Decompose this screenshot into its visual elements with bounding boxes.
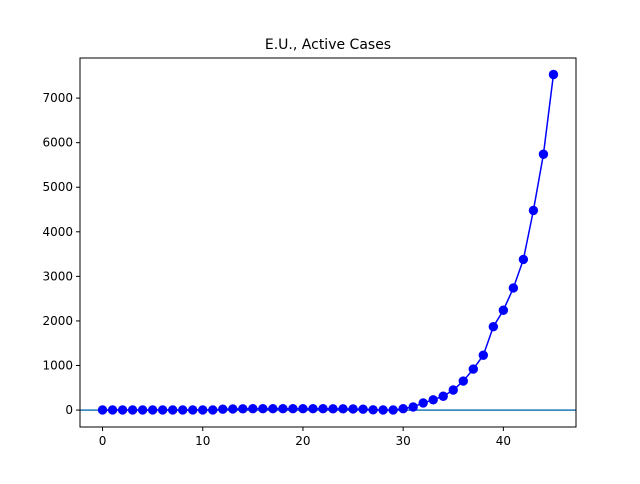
data-point bbox=[508, 283, 519, 293]
data-point bbox=[428, 395, 438, 405]
data-point bbox=[328, 404, 338, 414]
data-point bbox=[308, 404, 318, 414]
data-point bbox=[388, 405, 398, 415]
x-tick-label: 10 bbox=[195, 434, 210, 448]
data-point bbox=[117, 405, 128, 415]
data-point bbox=[97, 405, 108, 415]
y-tick-label: 6000 bbox=[42, 136, 73, 150]
data-point bbox=[438, 391, 448, 401]
y-tick-label: 4000 bbox=[42, 225, 73, 239]
data-point bbox=[198, 405, 208, 415]
data-point bbox=[368, 405, 378, 415]
data-point bbox=[528, 205, 539, 216]
data-point bbox=[538, 149, 549, 159]
data-point bbox=[338, 404, 348, 414]
x-tick-label: 30 bbox=[396, 434, 411, 448]
data-point bbox=[107, 405, 118, 415]
y-tick-label: 5000 bbox=[42, 180, 73, 194]
data-point bbox=[518, 254, 529, 265]
plot-frame bbox=[79, 57, 577, 428]
data-point bbox=[548, 69, 559, 80]
data-point bbox=[167, 405, 178, 415]
data-point bbox=[178, 405, 188, 415]
data-point bbox=[258, 404, 268, 414]
x-tick-label: 20 bbox=[295, 434, 310, 448]
y-tick-label: 1000 bbox=[42, 359, 73, 373]
data-point bbox=[157, 405, 168, 415]
data-point bbox=[228, 404, 238, 414]
data-point bbox=[378, 405, 388, 415]
data-point bbox=[498, 305, 509, 315]
data-point bbox=[418, 398, 428, 408]
data-point bbox=[278, 404, 288, 414]
data-point bbox=[137, 405, 148, 415]
data-point bbox=[358, 404, 368, 414]
data-point bbox=[398, 404, 408, 414]
data-point bbox=[127, 405, 138, 415]
data-point bbox=[408, 402, 418, 412]
data-point bbox=[218, 404, 228, 414]
chart-title: E.U., Active Cases bbox=[265, 37, 391, 53]
y-tick-label: 3000 bbox=[42, 269, 73, 283]
data-point bbox=[488, 322, 499, 332]
data-point bbox=[298, 404, 308, 414]
y-tick-label: 2000 bbox=[42, 314, 73, 328]
data-point bbox=[478, 350, 489, 360]
y-tick-label: 7000 bbox=[42, 91, 73, 105]
data-point bbox=[188, 405, 198, 415]
data-point bbox=[248, 404, 258, 414]
data-point bbox=[348, 404, 358, 414]
data-point bbox=[468, 364, 478, 374]
data-point bbox=[268, 404, 278, 414]
x-tick-label: 40 bbox=[496, 434, 511, 448]
data-point bbox=[448, 385, 458, 395]
data-point bbox=[238, 404, 248, 414]
x-tick-label: 0 bbox=[99, 434, 107, 448]
data-point bbox=[458, 376, 468, 386]
data-point bbox=[288, 404, 298, 414]
series-line bbox=[102, 74, 555, 411]
data-point bbox=[147, 405, 158, 415]
plot-area: 0 10 20 30 40 0 1000 2000 3000 4000 5000 6000 7000 bbox=[42, 57, 577, 448]
data-point bbox=[318, 404, 328, 414]
data-point bbox=[208, 405, 218, 415]
y-tick-label: 0 bbox=[65, 403, 73, 417]
